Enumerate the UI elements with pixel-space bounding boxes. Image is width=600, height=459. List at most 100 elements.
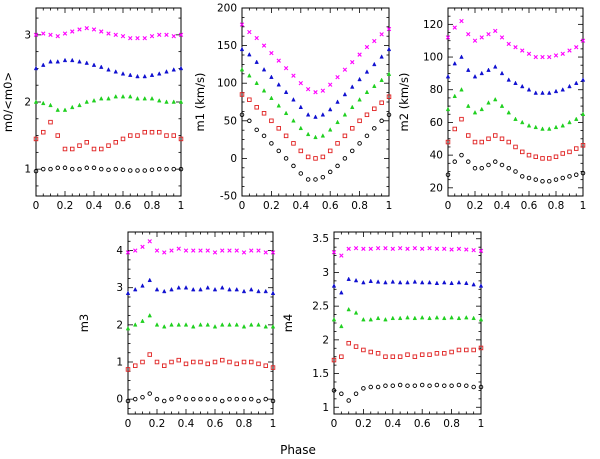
data-point-magenta [320,88,326,93]
data-point-red [198,359,203,365]
data-point-blue [305,112,311,117]
data-point-magenta [241,250,247,255]
data-point-magenta [580,38,586,43]
data-point-black [62,165,68,171]
data-point-red [513,144,518,150]
data-point-red [456,347,462,353]
data-point-black [263,396,269,402]
data-point-red [140,359,145,365]
x-tick-label: 0.8 [443,418,460,430]
data-point-blue [191,286,196,292]
data-point-green [205,322,210,327]
data-point-black [526,175,532,181]
data-point-magenta [70,29,75,34]
data-point-red [405,352,410,357]
data-point-green [191,324,196,329]
data-point-magenta [62,31,68,36]
data-point-black [533,177,539,182]
data-point-magenta [479,35,484,40]
y-tick-label: 80 [430,84,443,96]
data-point-blue [247,51,252,57]
x-tick-label: 1 [178,200,185,212]
data-point-green [263,324,268,329]
data-point-green [147,312,152,318]
data-point-black [466,159,471,164]
data-point-red [320,154,326,160]
x-tick-label: 0 [445,200,452,212]
data-point-green [178,99,184,104]
data-point-magenta [212,250,218,255]
data-point-black [493,159,498,164]
data-point-black [547,179,552,184]
data-point-blue [335,99,340,104]
plot-frame [447,7,584,197]
data-point-black [486,162,491,168]
data-point-red [283,133,289,139]
data-point-black [198,396,203,402]
data-point-magenta [239,22,245,27]
data-point-blue [364,69,370,74]
data-point-magenta [149,34,155,39]
data-point-green [162,324,167,329]
data-point-blue [427,279,432,285]
data-point-magenta [313,90,318,95]
x-tick-label: 0.4 [292,200,309,212]
data-point-blue [276,82,281,87]
data-point-red [386,94,392,99]
y-tick-label: 120 [423,19,443,31]
data-point-black [127,168,133,173]
data-point-green [70,104,75,110]
data-point-magenta [254,35,259,41]
data-point-green [164,99,169,104]
series-blue [445,54,586,95]
data-point-red [506,139,512,145]
data-point-red [190,359,196,365]
x-tick-label: 0.8 [236,418,253,430]
data-point-black [247,118,252,124]
data-point-red [248,359,254,365]
data-point-blue [513,80,518,85]
data-point-red [383,354,388,359]
data-point-blue [442,279,447,285]
data-point-green [239,67,245,72]
data-point-green [305,131,311,137]
data-point-black [427,383,432,388]
data-point-red [227,359,232,365]
x-tick-label: 0.2 [57,200,74,212]
data-point-blue [379,54,384,59]
x-tick-label: 0 [239,200,246,212]
data-point-red [77,143,82,148]
data-point-magenta [361,246,366,252]
data-point-magenta [499,35,505,40]
x-tick-label: 0.6 [414,418,431,430]
data-point-red [452,126,458,132]
data-point-red [98,146,104,152]
data-point-magenta [261,43,267,48]
y-tick-label: 3 [24,29,31,41]
data-point-red [91,146,97,152]
data-point-blue [135,73,140,79]
data-point-green [364,89,370,94]
data-point-green [176,322,181,327]
data-point-black [113,166,118,172]
data-point-black [248,396,254,402]
data-point-red [241,359,247,365]
data-point-red [419,352,425,357]
data-point-blue [506,77,511,82]
data-point-black [120,167,126,173]
x-tick-label: 0.6 [115,200,132,212]
data-point-red [256,361,261,367]
x-tick-label: 1 [580,200,587,212]
data-point-magenta [178,32,184,38]
data-point-magenta [33,32,39,38]
data-point-green [183,322,189,327]
data-point-red [479,139,485,145]
data-point-green [353,310,359,315]
data-point-green [368,316,373,322]
data-point-blue [256,288,261,294]
data-point-green [567,119,572,125]
data-point-black [320,174,326,180]
y-tick-label: 2.5 [312,301,329,313]
data-point-magenta [526,51,532,56]
data-point-red [478,345,484,351]
